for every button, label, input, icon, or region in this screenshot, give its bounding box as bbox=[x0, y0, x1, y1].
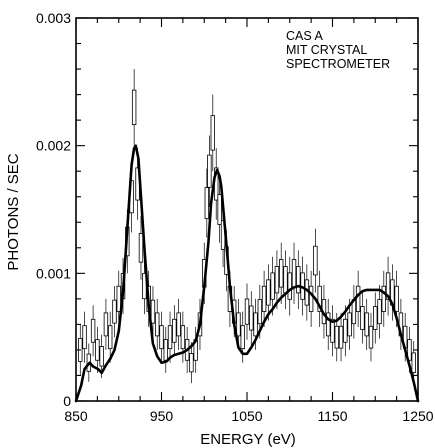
data-point bbox=[368, 325, 374, 349]
data-point bbox=[204, 187, 210, 220]
data-point bbox=[163, 339, 168, 361]
data-point bbox=[112, 299, 117, 324]
data-point bbox=[150, 299, 156, 324]
data-point bbox=[283, 266, 288, 294]
data-point bbox=[103, 312, 109, 337]
data-point bbox=[240, 325, 245, 350]
data-point bbox=[291, 259, 297, 288]
data-point bbox=[95, 339, 100, 361]
data-point bbox=[381, 285, 386, 312]
data-point bbox=[116, 285, 121, 312]
x-tick-label: 1050 bbox=[231, 408, 262, 424]
data-point bbox=[253, 312, 258, 337]
data-point bbox=[189, 353, 194, 373]
data-point bbox=[270, 272, 275, 300]
data-point bbox=[360, 306, 365, 330]
data-point bbox=[364, 312, 369, 337]
data-point bbox=[385, 272, 391, 300]
annotation-line-1: CAS A bbox=[286, 29, 323, 43]
data-point bbox=[330, 318, 335, 343]
data-point bbox=[313, 245, 318, 276]
data-point bbox=[266, 279, 271, 306]
data-point bbox=[131, 89, 137, 126]
data-point bbox=[207, 154, 212, 188]
data-point bbox=[155, 312, 160, 337]
data-point bbox=[167, 325, 173, 350]
data-point bbox=[274, 266, 280, 294]
x-axis-label: ENERGY (eV) bbox=[200, 431, 296, 448]
data-point bbox=[355, 285, 361, 312]
y-tick-label: 0.003 bbox=[36, 10, 71, 26]
model-curve bbox=[74, 144, 420, 403]
data-point bbox=[210, 115, 215, 151]
x-tick-label: 1150 bbox=[317, 408, 347, 424]
data-point bbox=[249, 305, 254, 331]
annotation-line-2: MIT CRYSTAL bbox=[286, 43, 367, 57]
data-point bbox=[377, 299, 382, 325]
data-point bbox=[347, 312, 352, 337]
data-point bbox=[278, 259, 284, 288]
y-tick-label: 0.002 bbox=[36, 138, 71, 154]
data-point bbox=[138, 233, 144, 263]
data-point bbox=[287, 272, 292, 300]
data-point bbox=[308, 285, 314, 312]
data-point bbox=[180, 325, 186, 350]
y-tick-label: 0 bbox=[63, 393, 71, 409]
data-point bbox=[261, 285, 267, 312]
data-point bbox=[99, 346, 104, 367]
data-points-group bbox=[78, 69, 416, 385]
data-point bbox=[394, 285, 399, 312]
axis-tick-labels: 850 950 1050 1150 1250 0 0.001 0.002 0.003 bbox=[36, 10, 434, 424]
data-point bbox=[108, 325, 113, 350]
data-point bbox=[411, 352, 416, 373]
y-axis-label: PHOTONS / SEC bbox=[5, 153, 22, 270]
x-tick-label: 950 bbox=[150, 408, 174, 424]
data-point bbox=[338, 325, 344, 349]
data-point bbox=[373, 306, 378, 330]
data-point bbox=[159, 325, 164, 350]
y-tick-label: 0.001 bbox=[36, 265, 71, 281]
annotation-line-3: SPECTROMETER bbox=[286, 57, 390, 71]
axis-ticks bbox=[75, 17, 419, 402]
x-tick-label: 850 bbox=[64, 408, 88, 424]
data-point bbox=[217, 194, 222, 225]
data-point bbox=[334, 325, 339, 349]
data-point bbox=[236, 312, 241, 337]
data-point bbox=[82, 325, 87, 350]
data-point bbox=[257, 299, 263, 325]
data-point bbox=[90, 318, 96, 343]
data-point bbox=[317, 285, 322, 312]
data-point bbox=[343, 318, 348, 343]
data-point bbox=[172, 318, 177, 343]
x-tick-label: 1250 bbox=[402, 408, 433, 424]
data-point bbox=[326, 312, 331, 337]
data-point bbox=[244, 298, 250, 325]
data-point bbox=[176, 312, 181, 337]
data-point bbox=[407, 339, 412, 361]
data-point bbox=[296, 266, 301, 294]
